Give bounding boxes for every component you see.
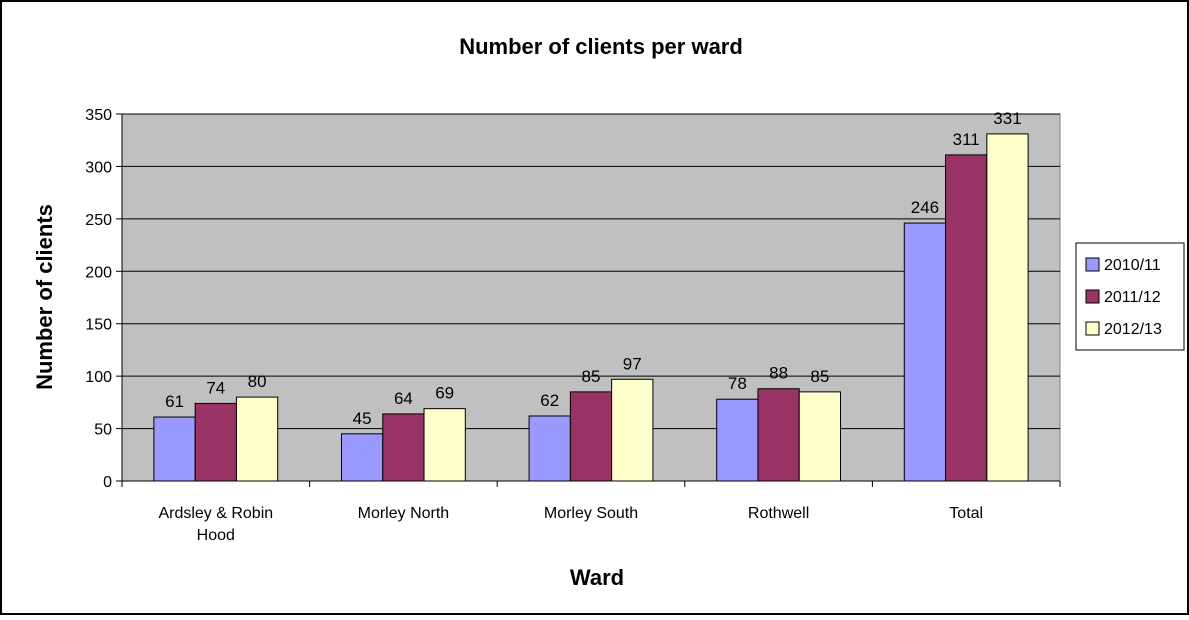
x-category-label: Ardsley & Robin Hood xyxy=(158,505,273,544)
y-axis: 0 50 100 150 200 250 300 350 xyxy=(85,107,123,491)
bar xyxy=(986,133,1029,482)
bars xyxy=(153,133,1029,482)
x-category-label: Rothwell xyxy=(748,505,809,522)
bar xyxy=(611,378,654,482)
y-tick-label: 150 xyxy=(85,317,112,334)
data-label: 85 xyxy=(582,367,601,386)
bar xyxy=(569,391,613,482)
x-category-label-line: Total xyxy=(949,505,983,522)
x-category-label-line: Hood xyxy=(197,527,235,544)
bar xyxy=(798,391,842,482)
x-category-label: Morley North xyxy=(358,505,450,522)
legend-swatch xyxy=(1085,289,1100,304)
data-label: 88 xyxy=(769,364,788,383)
y-tick-label: 350 xyxy=(85,107,112,124)
data-label: 78 xyxy=(728,374,747,393)
data-labels: 61 45 62 78 246 74 64 85 88 311 80 69 97 85 331 xyxy=(165,109,1022,428)
y-tick-label: 0 xyxy=(103,474,112,491)
bar xyxy=(945,154,988,482)
legend-label: 2010/11 xyxy=(1104,257,1161,274)
y-tick-label: 50 xyxy=(94,422,112,439)
x-category-label-line: Morley North xyxy=(358,505,450,522)
bar xyxy=(423,408,466,482)
legend-swatch xyxy=(1085,321,1100,336)
bar xyxy=(757,388,800,482)
y-axis-title: Number of clients xyxy=(32,204,57,390)
data-label: 97 xyxy=(623,354,642,373)
data-label: 85 xyxy=(810,367,829,386)
data-label: 64 xyxy=(394,389,413,408)
legend-label: 2012/13 xyxy=(1104,321,1162,338)
x-category-label-line: Ardsley & Robin xyxy=(158,505,273,522)
data-label: 69 xyxy=(435,384,454,403)
chart-title: Number of clients per ward xyxy=(459,34,743,59)
data-label: 62 xyxy=(540,391,559,410)
bar xyxy=(903,222,947,482)
data-label: 246 xyxy=(911,198,939,217)
bar xyxy=(340,433,384,482)
legend-label: 2011/12 xyxy=(1104,289,1161,306)
data-label: 45 xyxy=(353,409,372,428)
y-tick-label: 100 xyxy=(85,369,112,386)
x-category-label: Total xyxy=(949,505,983,522)
x-category-label-line: Morley South xyxy=(544,505,638,522)
data-label: 311 xyxy=(953,130,980,149)
x-category-label: Morley South xyxy=(544,505,638,522)
data-label: 331 xyxy=(993,109,1021,128)
bar xyxy=(528,415,571,482)
data-label: 80 xyxy=(248,372,267,391)
legend-swatch xyxy=(1085,257,1100,272)
y-tick-label: 250 xyxy=(85,212,112,229)
bar xyxy=(235,396,279,482)
y-tick-label: 300 xyxy=(85,159,112,176)
y-tick-label: 200 xyxy=(85,264,112,281)
bar xyxy=(382,413,425,482)
bar xyxy=(153,416,196,482)
bar xyxy=(194,402,237,482)
data-label: 74 xyxy=(206,378,225,397)
x-axis-title: Ward xyxy=(570,565,624,590)
bar xyxy=(716,398,759,482)
data-label: 61 xyxy=(165,392,184,411)
x-category-label-line: Rothwell xyxy=(748,505,809,522)
legend: 2010/11 2011/12 2012/13 xyxy=(1075,242,1185,351)
